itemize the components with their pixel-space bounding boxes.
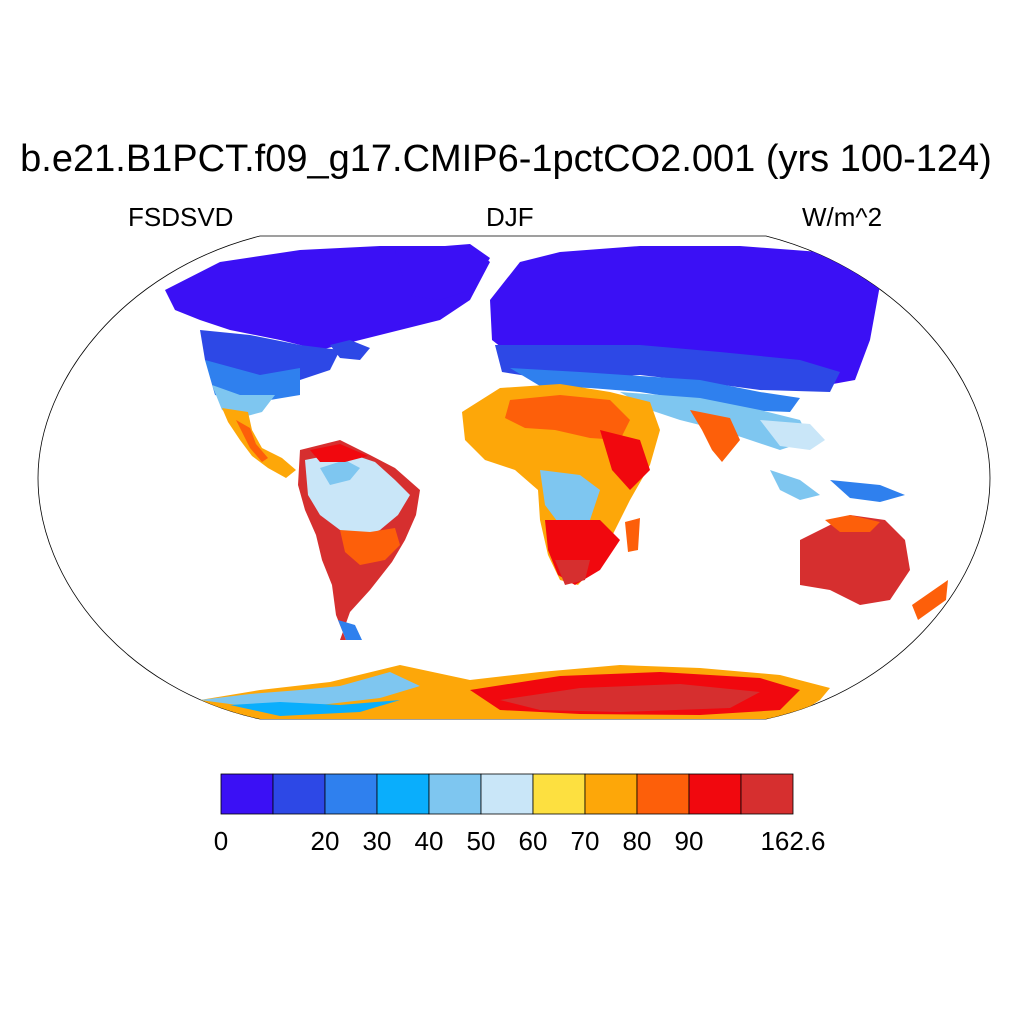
colorbar-tick-labels: 0 20 30 40 50 60 70 80 90 162.6 bbox=[214, 826, 826, 856]
colorbar-tick-label: 60 bbox=[519, 826, 548, 856]
colorbar-tick-label: 162.6 bbox=[760, 826, 825, 856]
variable-label: FSDSVD bbox=[128, 202, 234, 232]
colorbar: 0 20 30 40 50 60 70 80 90 162.6 bbox=[214, 773, 826, 856]
units-label: W/m^2 bbox=[802, 202, 883, 232]
colorbar-tick-label: 70 bbox=[571, 826, 600, 856]
colorbar-tick-label: 50 bbox=[467, 826, 496, 856]
world-map bbox=[37, 235, 991, 720]
colorbar-box bbox=[480, 773, 534, 815]
colorbar-tick-label: 40 bbox=[415, 826, 444, 856]
greenland bbox=[395, 244, 490, 300]
antarctica bbox=[200, 665, 830, 719]
colorbar-tick-label: 20 bbox=[311, 826, 340, 856]
colorbar-box bbox=[532, 773, 586, 815]
eurasia bbox=[490, 246, 905, 502]
colorbar-box bbox=[324, 773, 378, 815]
colorbar-boxes bbox=[220, 773, 794, 815]
colorbar-box bbox=[220, 773, 274, 815]
colorbar-tick-label: 30 bbox=[363, 826, 392, 856]
south-america bbox=[298, 440, 420, 640]
colorbar-box bbox=[740, 773, 794, 815]
colorbar-box bbox=[636, 773, 690, 815]
colorbar-box bbox=[688, 773, 742, 815]
colorbar-tick-label: 80 bbox=[623, 826, 652, 856]
colorbar-tick-label: 90 bbox=[675, 826, 704, 856]
colorbar-box bbox=[428, 773, 482, 815]
plot-title: b.e21.B1PCT.f09_g17.CMIP6-1pctCO2.001 (y… bbox=[20, 138, 992, 180]
colorbar-box bbox=[272, 773, 326, 815]
colorbar-tick-label: 0 bbox=[214, 826, 228, 856]
colorbar-box bbox=[584, 773, 638, 815]
australia bbox=[800, 515, 948, 620]
colorbar-box bbox=[376, 773, 430, 815]
season-label: DJF bbox=[486, 202, 534, 232]
africa bbox=[462, 384, 660, 585]
